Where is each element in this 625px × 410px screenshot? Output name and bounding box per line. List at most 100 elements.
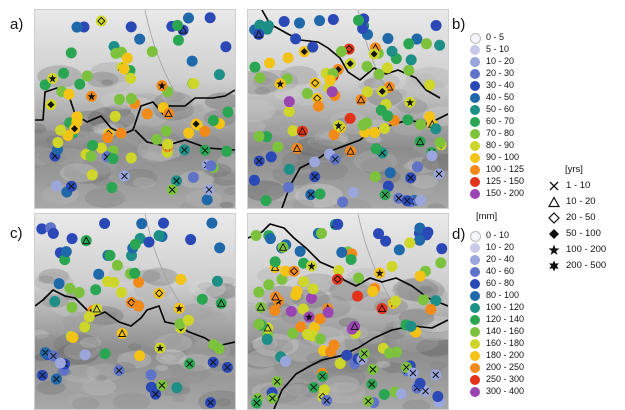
station-dot — [222, 106, 234, 118]
station-dot — [325, 346, 337, 358]
cross-icon — [209, 358, 217, 366]
station-dot — [201, 194, 213, 206]
station-dot — [327, 13, 339, 25]
station-dot — [314, 333, 326, 345]
legend-swatch — [470, 303, 480, 313]
station-dot — [199, 125, 211, 137]
triangle-icon — [271, 292, 280, 301]
relief-patch — [84, 187, 126, 208]
station-dot — [301, 88, 313, 100]
open-diamond-icon — [548, 212, 560, 224]
station-dot — [344, 112, 356, 124]
filled-diamond-icon — [334, 65, 342, 73]
relief-patch — [111, 405, 126, 409]
station-dot — [125, 21, 137, 33]
legend-swatch — [470, 351, 480, 361]
station-dot — [280, 265, 292, 277]
open-diamond-icon — [127, 298, 136, 307]
station-dot — [253, 286, 265, 298]
legend-swatch — [470, 153, 480, 163]
border-line — [35, 289, 235, 347]
relief-patch — [119, 187, 149, 202]
station-dot — [182, 12, 194, 24]
relief-patch — [324, 375, 360, 393]
cross-icon — [255, 157, 263, 165]
legend-label: 40 - 50 — [486, 92, 515, 102]
station-dot — [53, 278, 65, 290]
station-dot — [153, 230, 165, 242]
station-dot — [175, 273, 187, 285]
legend-label: 100 - 125 — [486, 164, 525, 174]
station-dot — [269, 304, 281, 316]
station-dot — [430, 295, 442, 307]
triangle-icon — [415, 137, 425, 146]
cross-icon — [311, 173, 319, 181]
cross-icon — [395, 194, 403, 202]
relief-patch — [69, 366, 92, 378]
station-dot — [283, 163, 295, 175]
station-dot — [307, 283, 319, 295]
return-period-label: 50 - 100 — [566, 228, 601, 239]
station-dot — [272, 141, 284, 153]
relief-patch — [127, 343, 142, 351]
station-dot — [432, 390, 444, 402]
station-dot — [263, 279, 275, 291]
station-dot — [341, 349, 353, 361]
station-dot — [248, 174, 260, 186]
station-dot — [58, 67, 70, 79]
station-dot — [111, 259, 123, 271]
station-dot — [121, 52, 133, 64]
station-dot — [382, 180, 394, 192]
station-dot — [285, 305, 297, 317]
station-dot — [384, 167, 396, 179]
relief-patch — [204, 92, 235, 110]
station-dot — [337, 196, 349, 208]
station-dot — [71, 21, 83, 33]
relief-patch — [215, 166, 235, 180]
station-dot — [418, 294, 430, 306]
relief-patch — [132, 177, 155, 189]
station-dot — [253, 318, 265, 330]
station-dot — [347, 186, 359, 198]
cross-icon — [121, 172, 128, 180]
relief-patch — [322, 382, 366, 404]
station-dot — [153, 287, 165, 299]
cross-icon — [369, 365, 377, 373]
station-dot — [188, 77, 200, 89]
station-dot — [107, 153, 119, 165]
station-dot — [260, 195, 272, 207]
station-dot — [162, 138, 174, 150]
triangle-icon — [178, 25, 188, 34]
triangle-icon — [164, 109, 173, 118]
station-dot — [109, 110, 121, 122]
filled-diamond-icon — [300, 48, 308, 56]
triangle-icon — [548, 196, 560, 208]
station-dot — [160, 125, 172, 137]
station-dot — [386, 260, 398, 272]
return-period-label: 200 - 500 — [566, 260, 607, 271]
station-dot — [307, 41, 319, 53]
station-dot — [269, 256, 281, 268]
station-dot — [404, 237, 416, 249]
station-dot — [108, 276, 120, 288]
station-dot — [430, 123, 442, 135]
station-dot — [102, 132, 114, 144]
station-dot — [254, 72, 266, 84]
station-dot — [158, 217, 170, 229]
station-dot — [297, 303, 309, 315]
station-dot — [186, 55, 198, 67]
station-dot — [60, 246, 72, 258]
cross-icon — [323, 397, 331, 404]
station-dot — [172, 34, 184, 46]
station-dot — [183, 127, 195, 139]
station-dot — [352, 272, 364, 284]
legend-swatch — [470, 339, 480, 349]
station-dot — [74, 78, 86, 90]
cross-icon — [331, 155, 339, 163]
triangle-icon — [270, 263, 280, 271]
station-dot — [386, 45, 398, 57]
five-point-star-icon — [48, 74, 57, 83]
relief-patch — [381, 326, 407, 340]
relief-patch — [198, 306, 223, 319]
relief-patch — [165, 333, 197, 350]
